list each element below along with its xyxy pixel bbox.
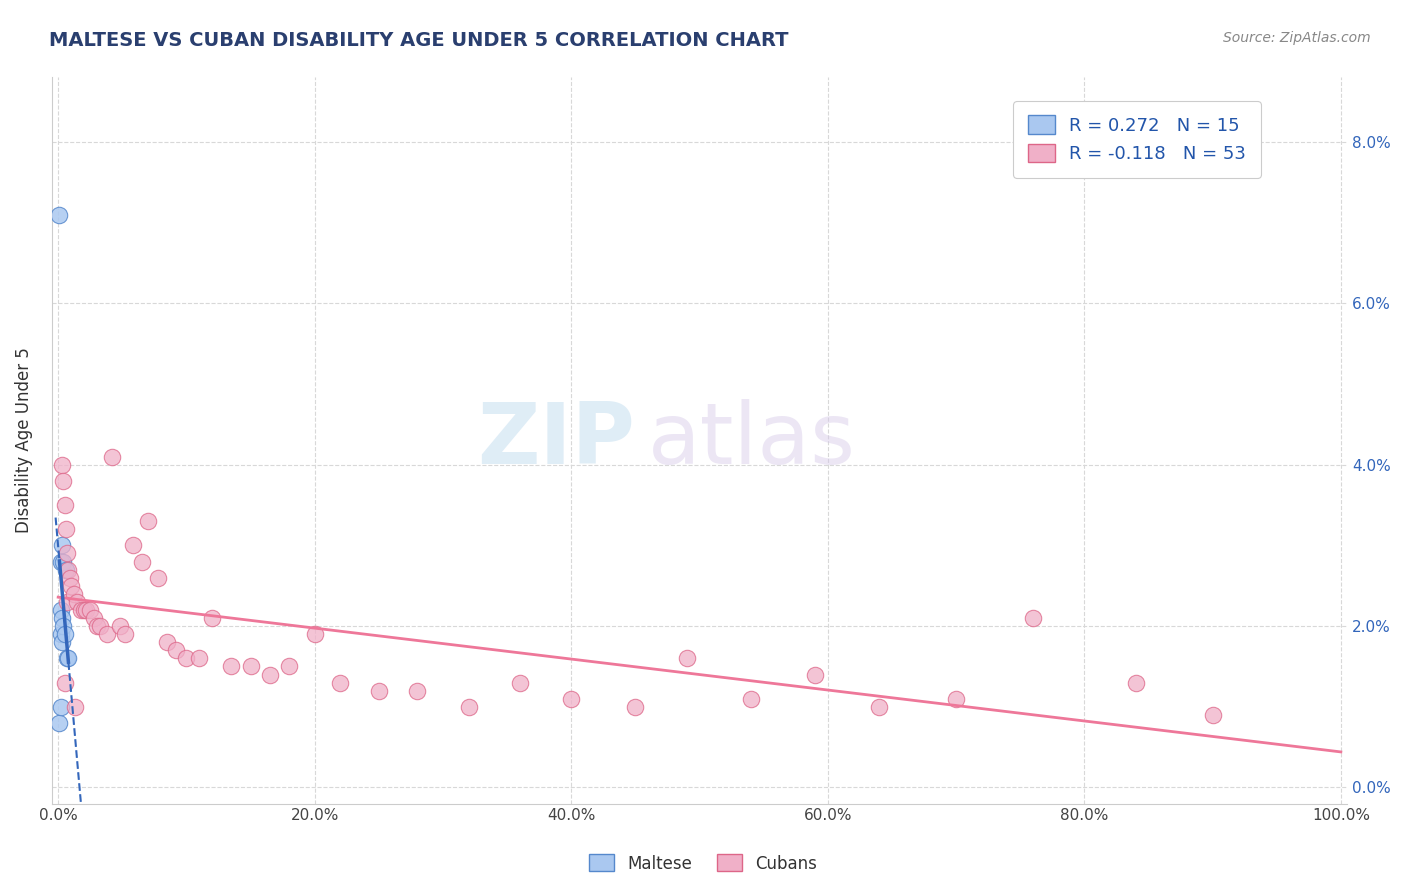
Point xyxy=(58,651,80,665)
Legend: R = 0.272   N = 15, R = -0.118   N = 53: R = 0.272 N = 15, R = -0.118 N = 53 xyxy=(1014,101,1261,178)
Point xyxy=(675,651,697,665)
Text: ZIP: ZIP xyxy=(477,399,634,482)
Text: atlas: atlas xyxy=(648,399,856,482)
Point xyxy=(148,571,170,585)
Point xyxy=(52,555,75,569)
Point xyxy=(52,474,75,488)
Point xyxy=(367,683,389,698)
Point xyxy=(1125,675,1147,690)
Point xyxy=(66,595,89,609)
Point xyxy=(509,675,531,690)
Point xyxy=(114,627,136,641)
Point xyxy=(201,611,224,625)
Point xyxy=(560,691,582,706)
Point xyxy=(51,538,73,552)
Point xyxy=(1022,611,1045,625)
Point xyxy=(75,603,97,617)
Point xyxy=(55,522,77,536)
Point xyxy=(49,699,72,714)
Point xyxy=(221,659,243,673)
Point xyxy=(49,627,72,641)
Point xyxy=(73,603,96,617)
Point xyxy=(239,659,262,673)
Point xyxy=(406,683,429,698)
Legend: Maltese, Cubans: Maltese, Cubans xyxy=(582,847,824,880)
Point xyxy=(51,458,73,472)
Point xyxy=(51,635,73,649)
Point xyxy=(188,651,211,665)
Point xyxy=(136,514,159,528)
Point xyxy=(70,603,93,617)
Text: Source: ZipAtlas.com: Source: ZipAtlas.com xyxy=(1223,31,1371,45)
Point xyxy=(58,563,80,577)
Point xyxy=(62,587,84,601)
Point xyxy=(52,619,75,633)
Point xyxy=(121,538,143,552)
Point xyxy=(49,603,72,617)
Point xyxy=(868,699,890,714)
Point xyxy=(49,555,72,569)
Point xyxy=(329,675,352,690)
Point xyxy=(945,691,967,706)
Point xyxy=(56,547,79,561)
Point xyxy=(56,595,79,609)
Point xyxy=(96,627,118,641)
Point xyxy=(624,699,647,714)
Point xyxy=(53,675,76,690)
Point xyxy=(278,659,301,673)
Point xyxy=(156,635,179,649)
Point xyxy=(55,563,77,577)
Point xyxy=(131,555,153,569)
Text: MALTESE VS CUBAN DISABILITY AGE UNDER 5 CORRELATION CHART: MALTESE VS CUBAN DISABILITY AGE UNDER 5 … xyxy=(49,31,789,50)
Point xyxy=(165,643,187,657)
Point xyxy=(1201,707,1223,722)
Point xyxy=(53,627,76,641)
Point xyxy=(89,619,111,633)
Point xyxy=(48,715,70,730)
Point xyxy=(101,450,124,464)
Point xyxy=(804,667,827,681)
Point xyxy=(56,651,79,665)
Point xyxy=(304,627,326,641)
Point xyxy=(457,699,479,714)
Point xyxy=(59,571,82,585)
Point xyxy=(259,667,281,681)
Point xyxy=(51,611,73,625)
Point xyxy=(83,611,105,625)
Point xyxy=(86,619,108,633)
Point xyxy=(108,619,131,633)
Point xyxy=(48,208,70,222)
Point xyxy=(740,691,762,706)
Y-axis label: Disability Age Under 5: Disability Age Under 5 xyxy=(15,348,32,533)
Point xyxy=(53,498,76,512)
Point xyxy=(79,603,101,617)
Point xyxy=(63,699,86,714)
Point xyxy=(176,651,198,665)
Point xyxy=(59,579,82,593)
